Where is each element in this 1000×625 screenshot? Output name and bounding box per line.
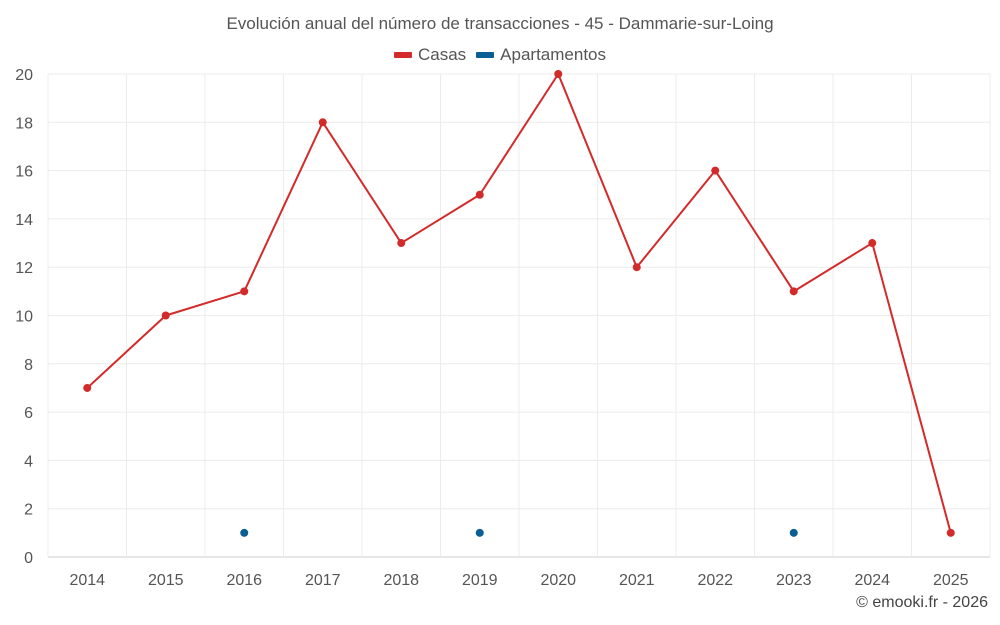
y-tick-label: 14	[15, 212, 33, 229]
x-tick-label: 2025	[933, 572, 969, 589]
legend-item-casas[interactable]: Casas	[393, 45, 467, 65]
y-tick-label: 8	[24, 357, 33, 374]
x-tick-label: 2019	[462, 572, 498, 589]
legend-label-apartamentos: Apartamentos	[500, 45, 607, 64]
legend-item-apartamentos[interactable]: Apartamentos	[476, 45, 606, 65]
x-tick-label: 2022	[697, 572, 733, 589]
y-tick-label: 0	[24, 550, 33, 567]
data-point-casas	[318, 118, 327, 127]
y-tick-label: 2	[24, 502, 33, 519]
x-tick-label: 2017	[305, 572, 341, 589]
data-point-casas	[83, 383, 92, 392]
y-tick-label: 4	[24, 453, 33, 470]
data-point-casas	[161, 311, 170, 320]
data-point-casas	[240, 287, 249, 296]
data-point-casas	[397, 239, 406, 248]
x-tick-label: 2021	[619, 572, 655, 589]
x-tick-label: 2016	[226, 572, 262, 589]
x-tick-label: 2014	[69, 572, 105, 589]
x-tick-label: 2018	[383, 572, 419, 589]
legend-swatch-apartamentos	[476, 52, 495, 58]
data-point-casas	[868, 239, 877, 248]
y-tick-label: 18	[15, 115, 33, 132]
y-tick-label: 6	[24, 405, 33, 422]
series-line-casas	[86, 73, 952, 534]
x-tick-label: 2024	[854, 572, 890, 589]
data-point-casas	[711, 166, 720, 175]
credit-text: © emooki.fr - 2026	[856, 594, 988, 611]
data-point-casas	[632, 263, 641, 272]
y-tick-label: 10	[15, 309, 33, 326]
x-tick-label: 2015	[148, 572, 184, 589]
x-tick-label: 2020	[540, 572, 576, 589]
y-tick-label: 16	[15, 164, 33, 181]
data-point-casas	[554, 70, 563, 78]
data-point-casas	[789, 287, 798, 296]
legend-swatch-casas	[393, 52, 412, 58]
legend: Casas Apartamentos	[0, 45, 1000, 65]
data-point-apartamentos	[789, 528, 798, 537]
y-tick-label: 12	[15, 260, 33, 277]
data-point-casas	[946, 528, 955, 537]
data-point-apartamentos	[475, 528, 484, 537]
x-tick-label: 2023	[776, 572, 812, 589]
y-tick-label: 20	[15, 67, 33, 84]
chart-title: Evolución anual del número de transaccio…	[226, 14, 774, 33]
legend-label-casas: Casas	[417, 45, 467, 64]
data-point-casas	[475, 190, 484, 199]
data-point-apartamentos	[240, 528, 249, 537]
